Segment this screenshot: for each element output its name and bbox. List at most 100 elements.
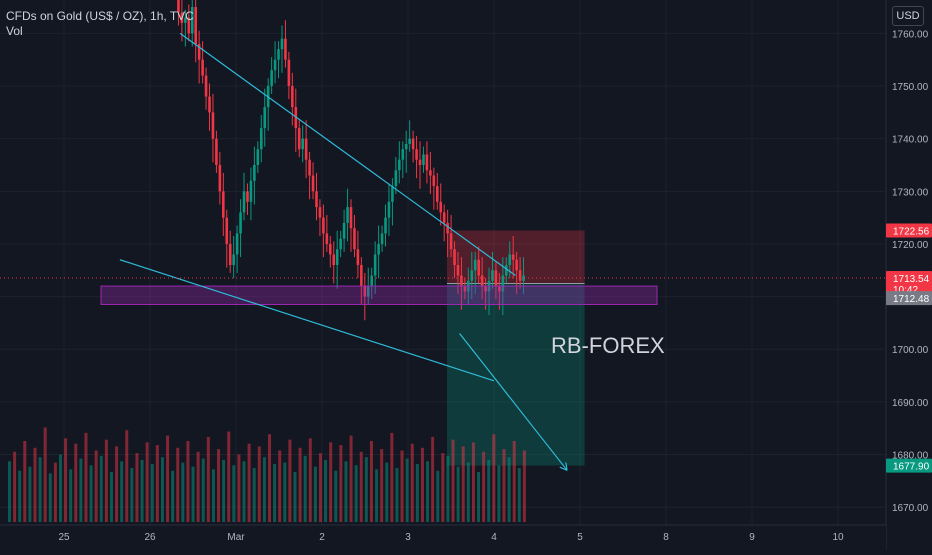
- candle-body: [201, 59, 204, 76]
- volume-bar: [176, 447, 180, 522]
- candle-body: [225, 217, 229, 244]
- candle-body: [304, 138, 308, 160]
- candle-body: [187, 17, 191, 34]
- candle-body: [484, 286, 487, 292]
- volume-bar: [99, 455, 103, 522]
- candle-body: [194, 7, 198, 44]
- price-tick-label: 1680.00: [892, 451, 929, 462]
- volume-bar: [160, 457, 164, 522]
- volume-bar: [140, 459, 144, 522]
- projection-arrow: [459, 333, 568, 471]
- candle-body: [411, 138, 415, 150]
- candle-body: [480, 275, 484, 287]
- take-profit-zone: [447, 283, 585, 466]
- time-axis: [0, 525, 886, 550]
- candle-body: [363, 286, 367, 297]
- volume-bar: [23, 441, 27, 522]
- volume-bar: [359, 451, 363, 522]
- candle-body: [190, 7, 194, 34]
- candle-body: [460, 275, 463, 287]
- candle-body: [328, 243, 332, 255]
- volume-bar: [517, 468, 521, 522]
- volume-bar: [283, 462, 287, 522]
- candle-body: [387, 201, 391, 218]
- time-tick-label: 25: [58, 532, 70, 543]
- candle-body: [215, 138, 218, 165]
- volume-bar: [507, 457, 511, 522]
- volume-bar: [364, 457, 368, 522]
- volume-bar: [94, 450, 98, 522]
- candle-body: [263, 107, 267, 129]
- volume-bar: [84, 432, 88, 522]
- candle-body: [256, 149, 260, 165]
- volume-bar: [171, 470, 175, 522]
- candle-body: [435, 186, 439, 202]
- price-badge-label: 1722.56: [893, 226, 930, 237]
- time-tick-label: 10: [832, 532, 844, 543]
- volume-bar: [18, 470, 22, 522]
- candle-body: [498, 286, 501, 292]
- volume-indicator-label: Vol: [6, 24, 23, 38]
- candle-body: [415, 149, 418, 160]
- price-tick-label: 1740.00: [892, 135, 929, 146]
- volume-bar: [339, 445, 343, 522]
- volume-bar: [104, 439, 108, 522]
- candle-body: [373, 254, 377, 276]
- volume-bar: [415, 463, 419, 522]
- volume-bar: [369, 441, 373, 522]
- price-badge-label: 1677.90: [893, 462, 930, 473]
- volume-bar: [227, 431, 231, 522]
- candle-body: [394, 170, 398, 187]
- volume-bar: [211, 469, 215, 522]
- candle-body: [291, 86, 294, 108]
- volume-bar: [28, 466, 32, 522]
- volume-bar: [58, 454, 62, 522]
- volume-bar: [89, 465, 93, 522]
- volume-bar: [257, 446, 261, 522]
- volume-bar: [334, 470, 338, 522]
- volume-bar: [186, 441, 190, 522]
- volume-bar: [48, 473, 52, 522]
- candle-body: [511, 254, 515, 260]
- stop-loss-zone: [447, 230, 585, 284]
- candle-body: [239, 212, 242, 234]
- volume-bar: [74, 443, 78, 522]
- volume-bar: [125, 430, 129, 522]
- time-tick-label: 4: [491, 532, 497, 543]
- volume-bar: [155, 445, 159, 522]
- volume-bar: [487, 459, 491, 522]
- candle-body: [439, 201, 443, 213]
- volume-bar: [329, 442, 333, 522]
- volume-bar: [135, 453, 139, 522]
- price-tick-label: 1750.00: [892, 82, 929, 93]
- candle-body: [442, 212, 446, 223]
- candle-body: [366, 286, 370, 297]
- currency-button[interactable]: USD: [892, 6, 924, 26]
- price-badge-label: 1712.48: [893, 294, 930, 305]
- candle-body: [353, 228, 356, 250]
- volume-bar: [247, 443, 251, 522]
- wedge-upper-trendline: [179, 32, 516, 277]
- candle-body: [315, 191, 318, 208]
- volume-bar: [477, 472, 481, 522]
- candle-body: [501, 275, 505, 292]
- price-tick-label: 1760.00: [892, 29, 929, 40]
- time-tick-label: 26: [144, 532, 156, 543]
- price-badge-label: 10:42: [893, 285, 918, 296]
- candle-body: [259, 128, 263, 150]
- candle-body: [377, 243, 380, 255]
- watermark-text: RB-FOREX: [551, 333, 665, 358]
- volume-bar: [130, 468, 134, 522]
- candle-body: [222, 191, 225, 218]
- candle-body: [204, 75, 208, 97]
- symbol-title: CFDs on Gold (US$ / OZ), 1h, TVC: [6, 9, 194, 23]
- volume-bar: [375, 469, 379, 522]
- price-tick-label: 1720.00: [892, 240, 929, 251]
- time-tick-label: 8: [663, 532, 669, 543]
- volume-bar: [217, 449, 221, 522]
- candle-body: [308, 159, 311, 176]
- volume-bar: [451, 439, 455, 522]
- candle-body: [404, 143, 408, 150]
